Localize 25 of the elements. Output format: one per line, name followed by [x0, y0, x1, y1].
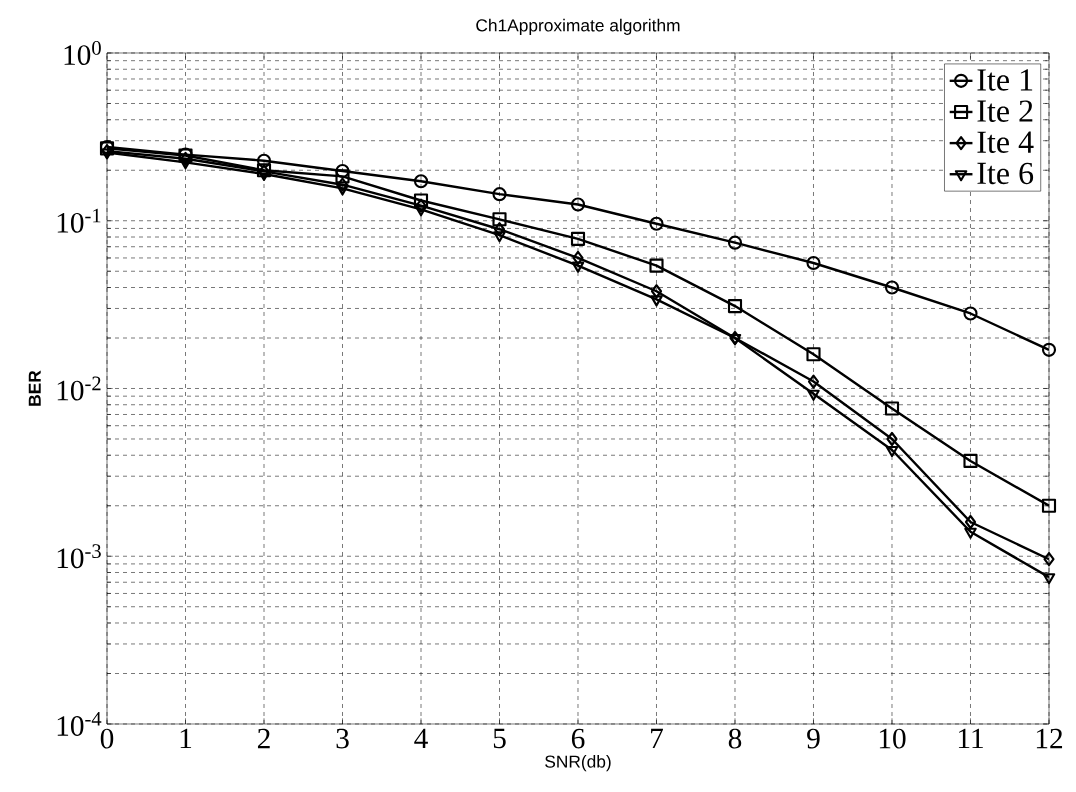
- y-tick-label: 10$^{-3}$: [57, 544, 101, 569]
- legend-label: Ite 4: [977, 131, 1034, 153]
- legend-label: Ite 2: [977, 100, 1033, 122]
- x-tick-label: 11: [958, 728, 983, 749]
- legend-label: Ite 6: [977, 162, 1034, 185]
- y-tick-label: 10$^{-2}$: [57, 376, 101, 401]
- x-tick-label: 4: [414, 728, 428, 749]
- x-tick-label: 9: [807, 728, 820, 749]
- x-tick-label: 3: [336, 728, 349, 749]
- x-tick-label: 7: [651, 728, 663, 748]
- x-tick-label: 0: [100, 728, 114, 749]
- x-tick-label: 2: [257, 728, 270, 749]
- x-tick-label: 6: [571, 728, 585, 749]
- x-axis-title: SNR(db): [545, 754, 611, 772]
- legend-label: Ite 1: [977, 69, 1033, 91]
- y-axis-title: BER: [28, 370, 41, 406]
- y-tick-label: 10$^{0}$: [64, 41, 101, 65]
- chart-title: Ch1Approximate algorithm: [476, 18, 680, 35]
- x-tick-label: 12: [1036, 728, 1063, 749]
- y-tick-label: 10$^{-4}$: [57, 712, 102, 736]
- y-tick-label: 10$^{-1}$: [57, 208, 101, 233]
- x-tick-label: 10: [879, 728, 906, 749]
- x-tick-label: 5: [493, 728, 506, 749]
- x-tick-label: 8: [728, 728, 742, 749]
- x-tick-label: 1: [180, 728, 192, 749]
